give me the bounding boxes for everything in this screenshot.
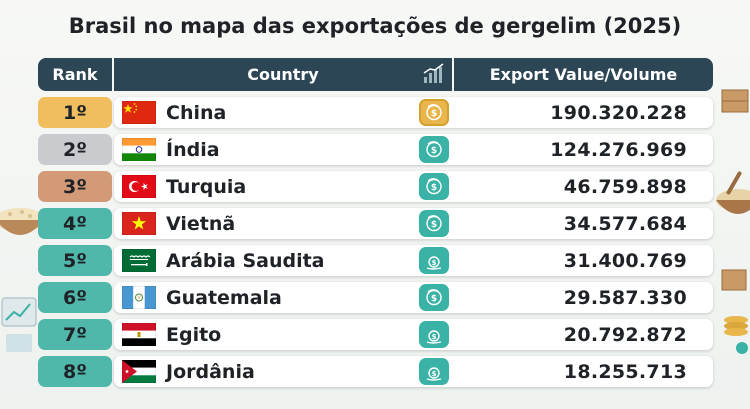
growth-chart-icon (423, 63, 444, 83)
country-name: Vietnã (166, 212, 236, 235)
svg-text:$: $ (431, 109, 437, 119)
money-icon: $ (419, 247, 449, 274)
sesame-bowl-left-icon (0, 208, 44, 235)
table-header: Rank Country Export Value/Volume (38, 58, 713, 91)
country-bar: Jordânia $ 18.255.713 (114, 356, 713, 387)
country-bar: Guatemala $29.587.330 (114, 282, 713, 313)
country-name: China (166, 101, 227, 124)
header-country: Country (114, 58, 452, 91)
money-icon: $ (419, 173, 449, 200)
header-value: Export Value/Volume (454, 58, 713, 91)
country-name: Turquia (166, 175, 247, 198)
money-icon: $ (419, 284, 449, 311)
in-flag-icon (121, 137, 157, 162)
table-body: 1º China $190.320.228 2º Índia $124.276.9… (38, 97, 713, 387)
export-value: 20.792.872 (563, 323, 687, 346)
rank-badge: 5º (38, 245, 112, 276)
svg-text:$: $ (431, 146, 437, 156)
country-bar: Turquia $46.759.898 (114, 171, 713, 202)
gt-flag-icon (121, 285, 157, 310)
table-row: 8º Jordânia $ 18.255.713 (38, 356, 713, 387)
money-icon: $ (419, 210, 449, 237)
money-icon: $ (419, 136, 449, 163)
rank-badge: 7º (38, 319, 112, 350)
rank-badge: 4º (38, 208, 112, 239)
country-bar: Egito $ 20.792.872 (114, 319, 713, 350)
svg-text:$: $ (431, 220, 437, 230)
export-value: 31.400.769 (563, 249, 687, 272)
shipping-boxes-right-icon (721, 89, 749, 113)
chart-screen-left-icon (1, 297, 37, 352)
rank-badge: 1º (38, 97, 112, 128)
money-icon: $ (419, 321, 449, 348)
exports-table: Rank Country Export Value/Volume 1º Chin… (38, 58, 713, 387)
coins-right-icon (721, 269, 748, 354)
table-row: 5º Arábia Saudita $ 31.400.769 (38, 245, 713, 276)
svg-text:$: $ (432, 333, 437, 341)
rank-badge: 6º (38, 282, 112, 313)
money-icon: $ (419, 99, 449, 126)
sa-flag-icon (121, 248, 157, 273)
country-bar: Índia $124.276.969 (114, 134, 713, 165)
table-row: 3º Turquia $46.759.898 (38, 171, 713, 202)
table-row: 4º Vietnã $34.577.684 (38, 208, 713, 239)
tr-flag-icon (121, 174, 157, 199)
country-bar: Arábia Saudita $ 31.400.769 (114, 245, 713, 276)
vn-flag-icon (121, 211, 157, 236)
table-row: 7º Egito $ 20.792.872 (38, 319, 713, 350)
country-bar: China $190.320.228 (114, 97, 713, 128)
header-rank: Rank (38, 58, 112, 91)
country-name: Egito (166, 323, 222, 346)
export-value: 124.276.969 (550, 138, 687, 161)
svg-text:$: $ (432, 370, 437, 378)
country-name: Índia (166, 138, 220, 161)
jo-flag-icon (121, 359, 157, 384)
table-row: 2º Índia $124.276.969 (38, 134, 713, 165)
rank-badge: 8º (38, 356, 112, 387)
svg-text:$: $ (431, 294, 437, 304)
sesame-bowl-right-icon (716, 171, 750, 214)
table-row: 6º Guatemala $29.587.330 (38, 282, 713, 313)
export-value: 34.577.684 (563, 212, 687, 235)
country-name: Arábia Saudita (166, 249, 325, 272)
rank-badge: 2º (38, 134, 112, 165)
country-name: Jordânia (166, 360, 255, 383)
table-row: 1º China $190.320.228 (38, 97, 713, 128)
svg-text:$: $ (432, 259, 437, 267)
svg-text:$: $ (431, 183, 437, 193)
header-country-label: Country (247, 65, 319, 84)
rank-badge: 3º (38, 171, 112, 202)
country-name: Guatemala (166, 286, 282, 309)
cn-flag-icon (121, 100, 157, 125)
export-value: 18.255.713 (563, 360, 687, 383)
eg-flag-icon (121, 322, 157, 347)
chart-title: Brasil no mapa das exportações de gergel… (68, 14, 682, 38)
money-icon: $ (419, 358, 449, 385)
export-value: 190.320.228 (550, 101, 687, 124)
export-value: 46.759.898 (563, 175, 687, 198)
country-bar: Vietnã $34.577.684 (114, 208, 713, 239)
export-value: 29.587.330 (563, 286, 687, 309)
